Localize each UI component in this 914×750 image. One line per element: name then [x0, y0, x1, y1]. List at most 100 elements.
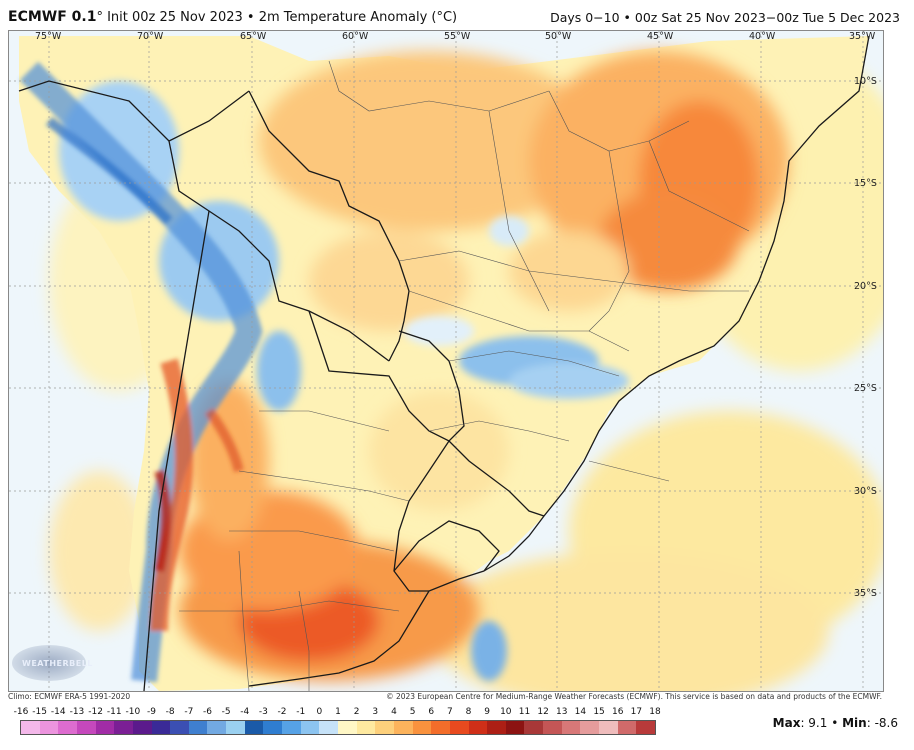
colorbar-tick-label: -7 [184, 707, 194, 717]
colorbar-tick-label: 5 [409, 707, 416, 717]
colorbar-swatch [393, 721, 414, 734]
warm-anomaly-fill [179, 51, 789, 681]
colorbar-swatch [170, 721, 190, 734]
colorbar-tick-label: -13 [69, 707, 85, 717]
colorbar-tick-label: -2 [277, 707, 287, 717]
max-min-stats: Max: 9.1 • Min: -8.6 [773, 716, 898, 730]
colorbar-swatch [599, 721, 619, 734]
map-header: ECMWF 0.1° Init 00z 25 Nov 2023 • 2m Tem… [0, 0, 914, 30]
lat-label-10s: 10°S [854, 76, 877, 87]
colorbar-tick-label: 10 [500, 707, 512, 717]
colorbar-swatch [319, 721, 339, 734]
colorbar-swatch [151, 721, 171, 734]
colorbar-tick-label: -5 [221, 707, 231, 717]
colorbar-swatch [95, 721, 115, 734]
colorbar-swatch [468, 721, 488, 734]
colorbar-tick-label: 15 [593, 707, 605, 717]
colorbar-swatch [505, 721, 525, 734]
colorbar-tick-label: -16 [13, 707, 29, 717]
min-colon: : [866, 716, 875, 730]
colorbar-tick-label: -6 [202, 707, 212, 717]
lon-label-50w: 50°W [545, 31, 572, 42]
colorbar-tick-label: -1 [296, 707, 306, 717]
colorbar-swatch [561, 721, 581, 734]
colorbar-tick-label: 17 [630, 707, 643, 717]
degree-mark: ° [96, 10, 103, 25]
colorbar-tick-label: -8 [165, 707, 175, 717]
colorbar-tick-label: 4 [391, 707, 397, 717]
colorbar-tick-label: 12 [537, 707, 549, 717]
forecast-period: Days 0−10 • 00z Sat 25 Nov 2023−00z Tue … [550, 10, 900, 25]
colorbar-swatch [207, 721, 227, 734]
max-label: Max [772, 716, 801, 730]
lon-label-70w: 70°W [137, 31, 164, 42]
colorbar-swatch [431, 721, 451, 734]
colorbar-tick-label: -15 [32, 707, 47, 717]
colorbar-swatch [76, 721, 97, 734]
colorbar-tick-labels: -16 -15 -14 -13 -12 -11 -10 -9 -8 -7 -6 -5 -4 -3 -2 -1 0… [14, 707, 661, 719]
colorbar-swatch [375, 721, 395, 734]
colorbar-tick-label: 14 [574, 707, 587, 717]
colorbar-tick-label: -14 [50, 707, 66, 717]
colorbar-swatch [617, 721, 637, 734]
colorbar-swatch [449, 721, 470, 734]
colorbar-tick-label: -11 [106, 707, 122, 717]
colorbar-tick-label: 2 [353, 707, 360, 717]
ecmwf-copyright: © 2023 European Centre for Medium-Range … [386, 692, 882, 701]
logo-text: WEATHERBELL [22, 659, 93, 668]
andes-anomaly-stripe [19, 61, 263, 683]
lat-label-15s: 15°S [854, 178, 877, 189]
model-name: ECMWF 0.1 [8, 9, 97, 25]
colorbar-tick-label: -3 [258, 707, 268, 717]
weatherbell-logo: WEATHERBELL [12, 645, 92, 681]
colorbar-swatch [132, 721, 153, 734]
country-borders [18, 35, 870, 691]
lat-label-30s: 30°S [854, 486, 877, 497]
colorbar-swatch [300, 721, 320, 734]
lon-label-40w: 40°W [749, 31, 776, 42]
colorbar-swatch [244, 721, 264, 734]
colorbar-tick-label: 6 [428, 707, 435, 717]
stat-separator: • [827, 716, 843, 730]
map-canvas [9, 31, 883, 691]
colorbar-swatch [636, 721, 656, 734]
colorbar-swatch [263, 721, 283, 734]
title-text: Init 00z 25 Nov 2023 • 2m Temperature An… [102, 10, 458, 25]
colorbar-tick-label: 8 [465, 707, 472, 717]
colorbar-swatch [39, 721, 59, 734]
colorbar-tick-label: 9 [484, 707, 491, 717]
graticule [9, 31, 883, 691]
colorbar-tick-label: 7 [447, 707, 453, 717]
colorbar-tick-label: -10 [125, 707, 141, 717]
lon-label-65w: 65°W [240, 31, 267, 42]
state-borders [179, 60, 750, 691]
colorbar-tick-label: 18 [649, 707, 661, 717]
colorbar-swatch [188, 721, 208, 734]
lon-label-75w: 75°W [35, 31, 62, 42]
colorbar-tick-label: 16 [611, 707, 624, 717]
lon-label-60w: 60°W [342, 31, 369, 42]
colorbar-tick-label: 13 [556, 707, 568, 717]
lat-label-35s: 35°S [854, 588, 877, 599]
colorbar-swatch [226, 721, 246, 734]
colorbar-swatch [543, 721, 563, 734]
lat-label-20s: 20°S [854, 281, 877, 292]
colorbar-swatch [524, 721, 544, 734]
colorbar-swatch [21, 721, 41, 734]
colorbar-tick-label: 11 [518, 707, 531, 717]
colorbar-tick-label: -4 [240, 707, 250, 717]
colorbar-tick-label: 3 [372, 707, 379, 717]
colorbar-swatch [58, 721, 78, 734]
lon-label-55w: 55°W [444, 31, 471, 42]
lon-label-45w: 45°W [647, 31, 674, 42]
colorbar-swatch [580, 721, 600, 734]
colorbar-tick-label: 0 [316, 707, 323, 717]
temperature-anomaly-map: 75°W 70°W 65°W 60°W 55°W 50°W 45°W 40°W … [8, 30, 884, 692]
colorbar-swatch [114, 721, 134, 734]
max-value: 9.1 [808, 716, 828, 730]
min-value: -8.6 [874, 716, 898, 730]
max-colon: : [800, 716, 809, 730]
lat-label-25s: 25°S [854, 383, 877, 394]
colorbar-swatch [487, 721, 507, 734]
min-label: Min [842, 716, 867, 730]
